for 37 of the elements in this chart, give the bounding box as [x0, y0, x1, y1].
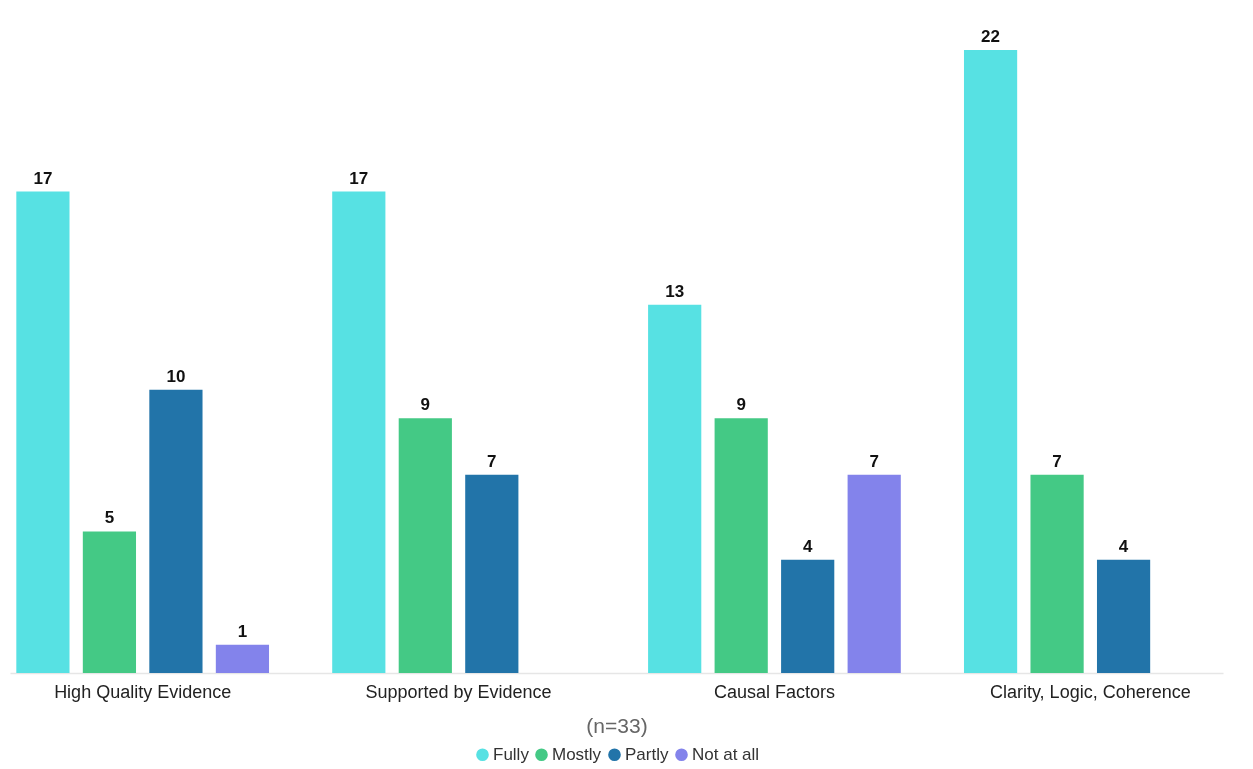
data-label: 1 — [237, 621, 248, 641]
bar — [332, 191, 386, 673]
data-label: 7 — [487, 451, 497, 471]
legend-label: Mostly — [552, 744, 602, 764]
data-label: 10 — [166, 366, 186, 386]
bar — [215, 644, 270, 673]
data-label: 17 — [349, 168, 369, 188]
x-tick-label: Causal Factors — [713, 681, 835, 702]
data-label: 7 — [1052, 451, 1062, 471]
data-label: 17 — [33, 168, 53, 188]
x-tick-label: Clarity, Logic, Coherence — [989, 681, 1191, 702]
bar — [847, 474, 901, 673]
bar — [398, 418, 452, 673]
legend-label: Fully — [493, 744, 530, 764]
data-label: 22 — [981, 27, 1001, 46]
data-label: 7 — [869, 451, 879, 471]
bar — [963, 50, 1018, 673]
bar — [149, 389, 203, 673]
bar — [648, 304, 702, 673]
x-tick-label: Supported by Evidence — [365, 681, 552, 702]
bar — [82, 531, 137, 673]
x-axis-title: (n=33) — [586, 713, 648, 737]
bar — [714, 418, 768, 673]
data-label: 9 — [420, 395, 431, 415]
legend-label: Not at all — [692, 744, 760, 764]
data-label: 4 — [1118, 536, 1129, 556]
bar — [1096, 559, 1151, 673]
bar — [465, 474, 519, 673]
data-label: 9 — [736, 395, 746, 415]
bar — [1030, 474, 1084, 673]
x-tick-label: High Quality Evidence — [54, 681, 232, 702]
data-label: 5 — [104, 508, 115, 528]
legend-label: Partly — [625, 744, 669, 764]
bar — [781, 559, 835, 673]
data-label: 13 — [665, 281, 685, 301]
data-label: 4 — [802, 536, 813, 556]
bar — [16, 191, 70, 673]
